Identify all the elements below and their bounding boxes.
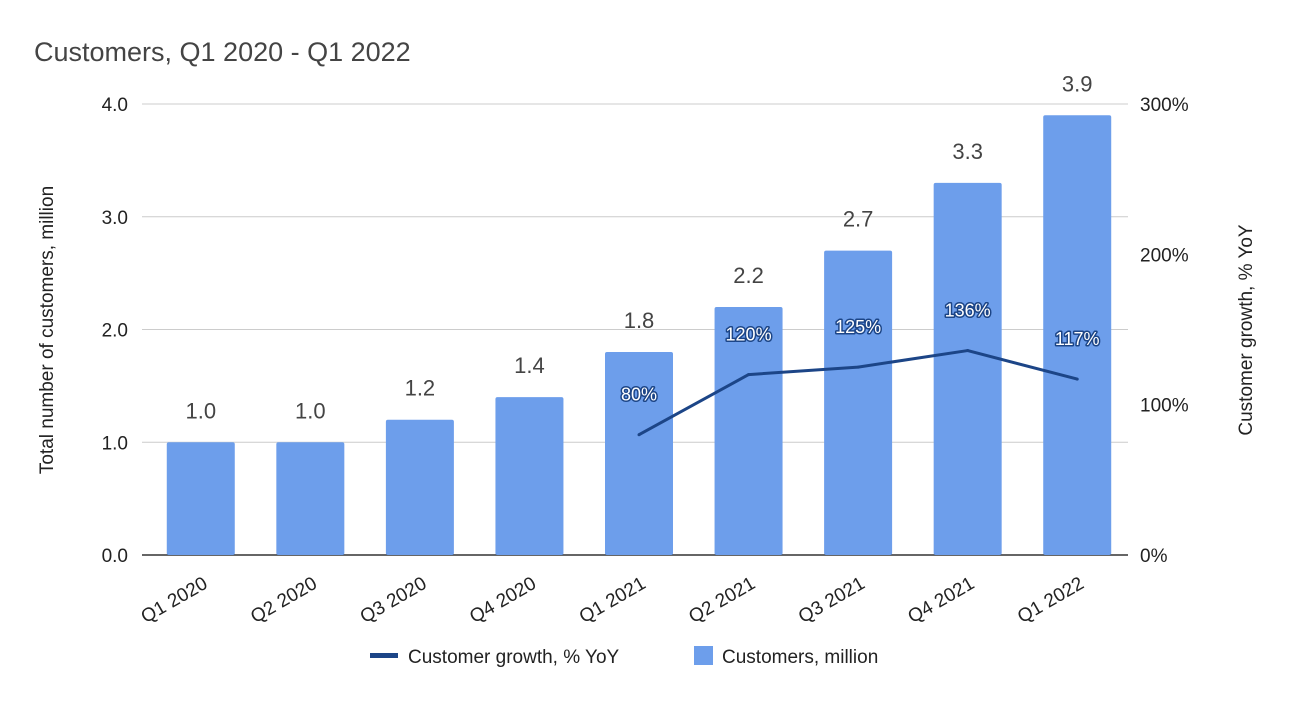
x-tick-label: Q1 2022: [1014, 573, 1088, 628]
legend-growth: Customer growth, % YoY: [408, 647, 620, 668]
y-right-tick-label: 100%: [1140, 396, 1189, 417]
y-right-tick-label: 0%: [1140, 546, 1168, 567]
bar-value-label: 2.7: [843, 207, 874, 232]
bar-value-label: 1.8: [624, 308, 655, 333]
y-tick-label: 3.0: [102, 208, 128, 229]
growth-point: [1075, 377, 1079, 381]
bar-value-label: 1.0: [185, 398, 216, 423]
x-tick-label: Q2 2020: [247, 573, 321, 628]
y-axis-label: Total number of customers, million: [37, 186, 58, 474]
legend: Customer growth, % YoY Customers, millio…: [370, 646, 878, 668]
growth-point: [747, 373, 751, 377]
bar-q1-2022: [1043, 115, 1112, 556]
growth-value-label: 80%: [621, 385, 657, 405]
x-tick-label: Q1 2021: [576, 573, 650, 628]
bar-value-label: 1.4: [514, 353, 545, 378]
bar-q3-2021: [824, 250, 893, 555]
bars: [166, 115, 1112, 556]
bar-q2-2020: [276, 442, 345, 555]
y-right-tick-label: 300%: [1140, 95, 1189, 116]
y-tick-label: 1.0: [102, 433, 128, 454]
legend-customers: Customers, million: [722, 647, 878, 668]
bar-value-label: 2.2: [733, 263, 764, 288]
bar-value-label: 3.3: [952, 139, 983, 164]
y-axis-right-label: Customer growth, % YoY: [1236, 224, 1257, 436]
bar-q3-2020: [385, 419, 454, 555]
y-tick-label: 0.0: [102, 546, 128, 567]
y-tick-label: 2.0: [102, 321, 128, 342]
growth-point: [856, 365, 860, 369]
legend-line-swatch: [370, 653, 398, 658]
x-tick-label: Q2 2021: [685, 573, 759, 628]
growth-value-label: 117%: [1055, 329, 1100, 349]
y-tick-label: 4.0: [102, 95, 128, 116]
growth-value-label: 136%: [945, 301, 991, 321]
legend-bar-swatch: [694, 646, 713, 665]
data-labels: 1.0 1.0 1.2 1.4 1.8 2.2 2.7 3.3 3.9 80% 120% 125% 13…: [185, 71, 1101, 423]
bar-q1-2020: [166, 442, 235, 555]
bar-value-label: 1.2: [405, 376, 436, 401]
growth-point: [966, 349, 970, 353]
bar-value-label: 3.9: [1062, 71, 1093, 96]
growth-line: [637, 349, 1079, 437]
bar-q4-2020: [495, 397, 564, 555]
bar-value-label: 1.0: [295, 398, 326, 423]
growth-value-label: 125%: [835, 317, 881, 337]
x-tick-label: Q3 2021: [795, 573, 869, 628]
x-tick-label: Q4 2021: [905, 573, 979, 628]
y-right-tick-label: 200%: [1140, 245, 1189, 266]
growth-point: [637, 433, 641, 437]
x-tick-label: Q1 2020: [138, 573, 212, 628]
x-tick-label: Q3 2020: [357, 573, 431, 628]
x-tick-label: Q4 2020: [466, 573, 540, 628]
bar-q1-2021: [605, 352, 673, 555]
bar-q4-2021: [933, 182, 1002, 556]
chart-title: Customers, Q1 2020 - Q1 2022: [34, 37, 411, 67]
growth-value-label: 120%: [726, 325, 772, 345]
bar-q2-2021: [714, 306, 783, 555]
